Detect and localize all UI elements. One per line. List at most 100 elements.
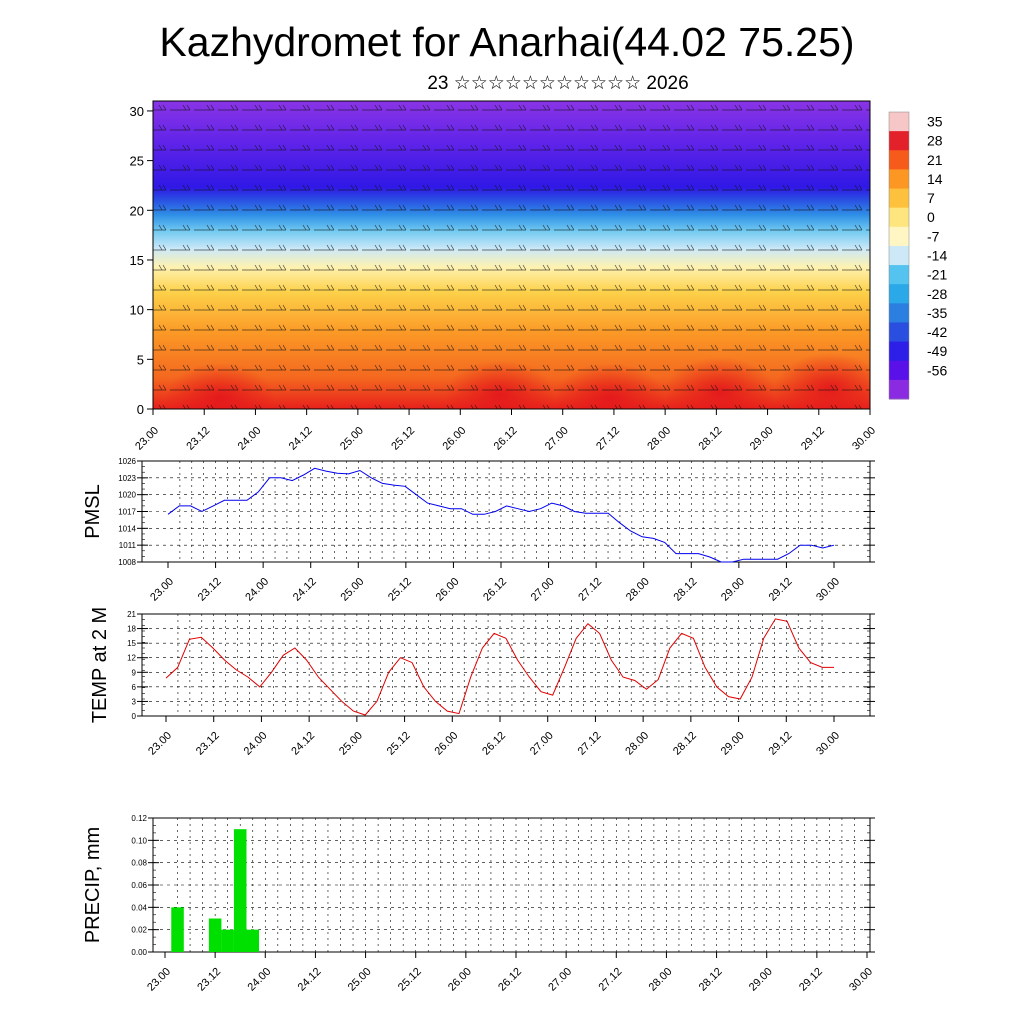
x-tick-label: 26.00 <box>434 576 462 604</box>
x-tick-label: 28.12 <box>697 966 725 994</box>
x-tick-label: 24.00 <box>243 576 271 604</box>
x-tick-label: 23.00 <box>148 576 176 604</box>
x-tick-label: 23.12 <box>196 576 224 604</box>
x-tick-label: 29.00 <box>719 576 747 604</box>
colorbar-swatch <box>889 188 909 209</box>
colorbar-label: 14 <box>927 171 943 187</box>
x-tick-label: 23.00 <box>145 966 173 994</box>
x-tick-label: 24.12 <box>289 730 317 758</box>
colorbar-swatch <box>889 360 909 381</box>
x-tick-label: 28.12 <box>671 730 699 758</box>
y-axis-label: PMSL <box>82 484 104 538</box>
page-title: Kazhydromet for Anarhai(44.02 75.25) <box>159 19 855 65</box>
precip-bar <box>221 929 234 952</box>
x-tick-label: 25.00 <box>338 425 366 453</box>
y-tick-label: 1023 <box>118 474 136 483</box>
x-tick-label: 28.12 <box>671 576 699 604</box>
y-tick-label: 0.08 <box>131 859 147 868</box>
x-tick-label: 29.12 <box>767 576 795 604</box>
y-tick-label: 0 <box>137 402 144 417</box>
x-tick-label: 23.12 <box>194 730 222 758</box>
x-tick-label: 25.12 <box>386 576 414 604</box>
colorbar-label: -21 <box>927 267 947 283</box>
y-tick-label: 1011 <box>119 541 137 550</box>
x-tick-label: 26.00 <box>432 730 460 758</box>
colorbar-swatch <box>889 341 909 362</box>
colorbar-swatch <box>889 207 909 228</box>
x-tick-label: 23.12 <box>195 966 223 994</box>
colorbar-label: -49 <box>927 343 947 359</box>
x-tick-label: 24.00 <box>236 425 264 453</box>
colorbar-label: 0 <box>927 209 935 225</box>
x-tick-label: 27.00 <box>546 966 574 994</box>
precip-panel: 0.00 0.02 0.04 0.06 0.08 0.10 0.12 23.00 23.12 24… <box>82 814 875 994</box>
x-tick-label: 26.12 <box>492 425 520 453</box>
colorbar-swatch <box>889 245 909 266</box>
colorbar: 35 28 21 14 7 0 -7 -14 -21 -28 -35 -42 -49 -56 <box>888 111 947 400</box>
x-tick-label: 29.12 <box>797 966 825 994</box>
colorbar-label: 7 <box>927 190 935 206</box>
x-tick-label: 28.00 <box>623 730 651 758</box>
y-tick-label: 15 <box>127 639 136 648</box>
y-tick-label: 0.00 <box>131 948 147 957</box>
y-tick-label: 1017 <box>118 508 136 517</box>
colorbar-swatch <box>889 284 909 304</box>
page-subtitle: 23 ☆☆☆☆☆☆☆☆☆☆☆ 2026 <box>427 73 689 94</box>
colorbar-label: -42 <box>927 324 947 340</box>
heatmap-area: 0 5 10 15 20 25 30 23.00 23.12 24.00 24.12 25.00 25.… <box>130 100 878 453</box>
precip-bar <box>171 907 184 952</box>
x-tick-label: 30.00 <box>850 425 878 453</box>
precip-bar <box>246 929 260 952</box>
colorbar-swatch <box>889 303 909 323</box>
colorbar-label: 21 <box>927 152 943 168</box>
x-tick-label: 26.00 <box>446 966 474 994</box>
pmsl-panel: 1008 1011 1014 1017 1020 1023 1026 23.00 23.12 24… <box>82 457 875 604</box>
x-tick-label: 27.00 <box>529 576 557 604</box>
x-tick-label: 29.00 <box>747 966 775 994</box>
plot-frame <box>141 613 871 717</box>
y-tick-label: 1020 <box>118 491 136 500</box>
y-tick-label: 0.04 <box>131 903 147 912</box>
x-tick-label: 25.00 <box>346 966 374 994</box>
colorbar-swatch <box>889 150 909 170</box>
x-tick-label: 27.12 <box>596 966 624 994</box>
x-tick-label: 23.00 <box>133 425 161 453</box>
x-tick-label: 26.12 <box>481 576 509 604</box>
colorbar-label: -14 <box>927 248 947 264</box>
y-tick-label: 25 <box>130 154 144 169</box>
x-tick-label: 24.00 <box>245 966 273 994</box>
colorbar-label: -35 <box>927 305 947 321</box>
x-tick-label: 25.12 <box>389 425 417 453</box>
x-tick-label: 27.12 <box>594 425 622 453</box>
y-tick-label: 15 <box>130 253 144 268</box>
colorbar-label: -7 <box>927 228 940 244</box>
y-tick-label: 1026 <box>118 457 136 466</box>
colorbar-swatch <box>889 226 909 247</box>
y-tick-label: 0.12 <box>131 814 147 823</box>
y-axis-label: TEMP at 2 M <box>89 607 111 723</box>
x-tick-label: 28.00 <box>647 966 675 994</box>
x-tick-label: 29.12 <box>799 425 827 453</box>
x-tick-label: 27.12 <box>576 730 604 758</box>
x-tick-label: 28.00 <box>624 576 652 604</box>
colorbar-label: 35 <box>927 114 943 130</box>
y-tick-label: 6 <box>132 683 137 692</box>
wind-barbs <box>153 101 870 409</box>
y-axis-label: PRECIP, mm <box>82 827 104 943</box>
temp-panel: 0 3 6 9 12 15 18 21 23.00 23.12 24.00 24.12 25.00 25.… <box>89 607 875 758</box>
x-tick-label: 28.00 <box>645 425 673 453</box>
x-tick-label: 24.00 <box>242 730 270 758</box>
pmsl-line <box>167 467 835 563</box>
colorbar-label: 28 <box>927 133 943 149</box>
x-tick-label: 30.00 <box>847 966 875 994</box>
colorbar-swatch <box>889 265 909 285</box>
y-tick-label: 21 <box>127 610 136 619</box>
y-tick-label: 1008 <box>118 558 136 567</box>
x-tick-label: 30.00 <box>814 576 842 604</box>
x-tick-label: 24.12 <box>296 966 324 994</box>
x-tick-label: 27.12 <box>576 576 604 604</box>
colorbar-swatch <box>889 379 909 400</box>
colorbar-frame <box>888 111 910 400</box>
colorbar-swatch <box>889 322 909 343</box>
